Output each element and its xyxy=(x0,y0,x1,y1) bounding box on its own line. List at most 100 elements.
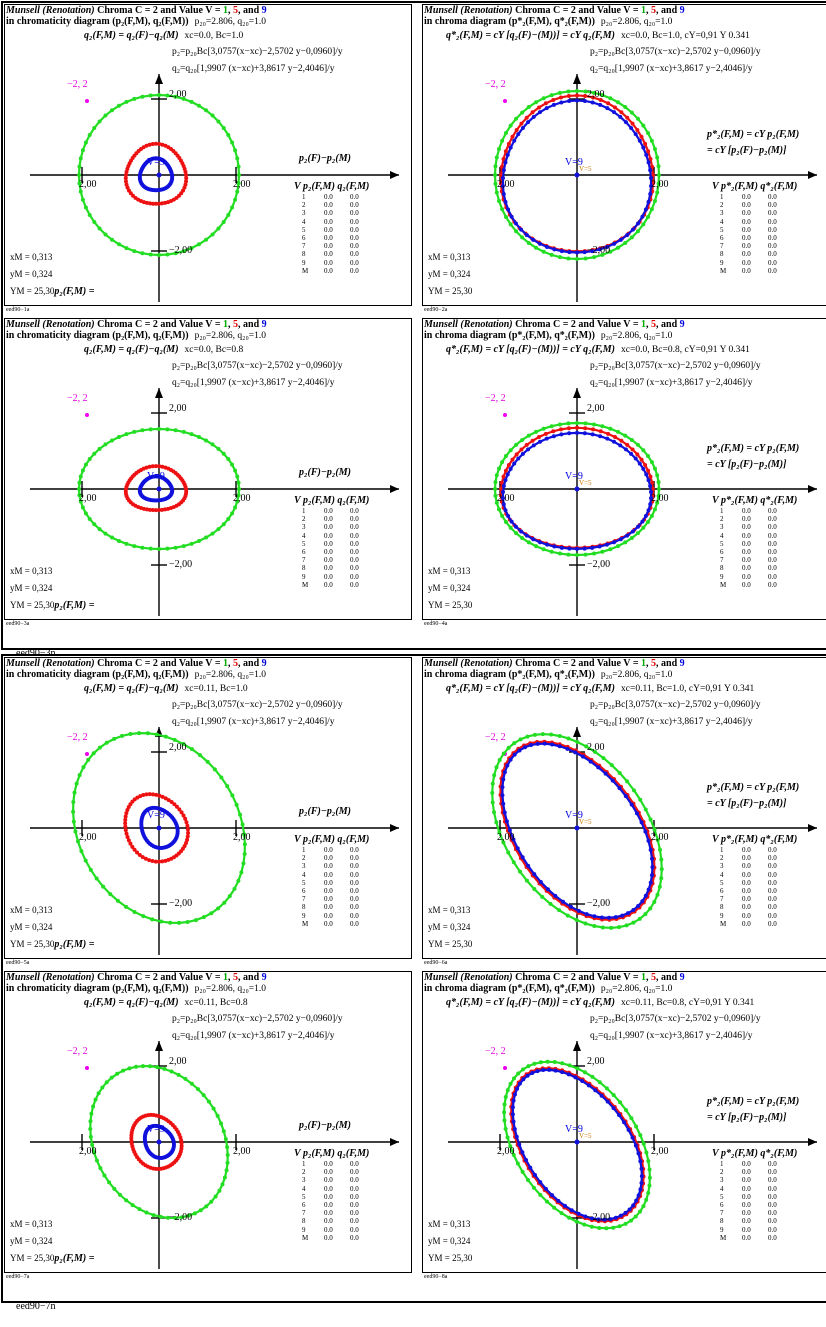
series-v9-point xyxy=(597,247,602,252)
series-v1-point xyxy=(233,197,238,202)
series-v9-point xyxy=(643,207,648,212)
series-v5-point xyxy=(154,201,158,206)
series-v9-point xyxy=(559,545,564,550)
magenta-label: −2, 2 xyxy=(485,393,506,404)
series-v9-point xyxy=(631,1203,636,1208)
series-v9-point xyxy=(625,233,630,238)
series-v5-point xyxy=(182,166,187,171)
series-v9-point xyxy=(646,508,651,513)
series-v1-point xyxy=(659,876,664,881)
series-v1-point xyxy=(216,527,221,532)
magenta-label: −2, 2 xyxy=(67,732,88,743)
series-v1-point xyxy=(559,1211,564,1216)
series-v1-point xyxy=(531,1185,536,1190)
series-v1-point xyxy=(103,113,108,118)
table-cell: 0.0 xyxy=(742,1233,751,1242)
table-cell: 0.0 xyxy=(324,507,333,515)
series-v9-point xyxy=(545,887,550,892)
series-v5-point xyxy=(124,169,129,174)
series-v1-point xyxy=(616,429,620,434)
series-v1-point xyxy=(230,205,235,210)
p2-equation: p₂=p₂₀Bc[3,0757(x−xc)−2,5702 y−0,0960]/y xyxy=(172,47,343,57)
subtitle-line: in chroma diagram (p*₂(F,M), q*₂(F,M)) p₂… xyxy=(424,16,672,27)
series-v9-point xyxy=(637,138,642,143)
series-v9-point xyxy=(596,765,601,770)
table-header: V p*₂(F,M) q*₂(F,M) xyxy=(712,181,798,192)
table-row: 3 0.0 0.0 xyxy=(294,523,376,531)
series-v9-point xyxy=(612,439,616,444)
series-v5-point xyxy=(147,142,152,147)
magenta-dot xyxy=(85,752,89,756)
series-v9-point xyxy=(592,914,597,919)
series-v1-point xyxy=(659,857,664,862)
Ym-text: YM = 25,30 xyxy=(428,286,473,296)
series-v9-point xyxy=(623,447,628,452)
table-cell: 0.0 xyxy=(768,572,777,581)
series-v1-point xyxy=(204,237,209,242)
table-row: 3 0.0 0.0 xyxy=(712,209,797,217)
series-v9-point xyxy=(643,514,648,519)
series-v5-point xyxy=(123,179,128,184)
series-v9-point xyxy=(567,431,572,436)
series-v9-point xyxy=(511,1119,516,1124)
xy-values: xM = 0,313 yM = 0,324 YM = 25,30 xyxy=(428,902,472,953)
series-v1-point xyxy=(124,904,129,909)
x-tick-label-neg: 2,00 xyxy=(497,832,515,843)
formula-text: q₂(F,M) = q₂(F)−q₂(M) xyxy=(84,997,179,1008)
table-row: 8 0.0 0.0 xyxy=(712,250,797,258)
table-header: V p*₂(F,M) q*₂(F,M) xyxy=(712,495,798,506)
table-row: 1 0.0 0.0 xyxy=(294,507,376,515)
series-v9-point xyxy=(618,537,623,542)
Ym-value: YM = 25,30 xyxy=(428,936,472,953)
table-cell: 0.0 xyxy=(768,895,777,904)
series-v1-point xyxy=(192,1211,197,1216)
y-tick-label-neg: −2,00 xyxy=(169,1212,193,1223)
value-table: V p₂(F,M) q₂(F,M) 1 0.0 0.0 2 0.0 0.0 3 0.0 0.0 4 0… xyxy=(294,1148,376,1242)
series-v5-point xyxy=(183,169,188,174)
panel-label: eed90−8a xyxy=(424,1274,448,1280)
table-row: 6 0.0 0.0 xyxy=(712,548,797,556)
series-v5-point xyxy=(141,793,146,798)
series-v1-point xyxy=(96,1091,101,1096)
table-cell: 0.0 xyxy=(324,1192,333,1201)
series-v9-point xyxy=(649,183,654,188)
series-v1-point xyxy=(195,1087,200,1092)
x-axis-arrow xyxy=(808,824,817,832)
series-v1-point xyxy=(566,736,571,741)
series-v1-point xyxy=(540,732,545,737)
series-v1-point xyxy=(226,133,231,137)
xm-value: xM = 0,313 xyxy=(10,252,53,262)
center-dot xyxy=(574,172,580,178)
series-v1-point xyxy=(165,427,170,432)
series-v9-point xyxy=(629,125,634,130)
table-cell: 3 xyxy=(302,523,306,532)
series-v1-point xyxy=(179,1215,184,1220)
table-row: 4 0.0 0.0 xyxy=(712,871,797,879)
series-v5-point xyxy=(154,464,158,469)
series-v5-point xyxy=(613,105,617,110)
series-v1-point xyxy=(172,737,177,742)
title-v5: 5 xyxy=(651,658,657,669)
y-axis-arrow xyxy=(155,74,163,84)
series-v5-point xyxy=(172,802,177,807)
series-v5-point xyxy=(186,830,191,835)
table-cell: 0.0 xyxy=(324,1225,333,1234)
series-v1-point xyxy=(646,520,651,524)
series-v9-point xyxy=(639,1180,644,1185)
series-v1-point xyxy=(136,731,141,736)
series-v1-point xyxy=(652,507,657,512)
series-v1-point xyxy=(137,1207,142,1212)
series-v1-point xyxy=(635,229,640,234)
series-v1-point xyxy=(557,908,562,913)
table-cell: 0.0 xyxy=(742,507,751,515)
series-v1-point xyxy=(211,1106,216,1111)
plot-area xyxy=(30,388,399,616)
series-v1-point xyxy=(575,1066,580,1071)
x-tick-label-neg: 2,00 xyxy=(497,179,515,190)
title-munsell: Munsell (Renotation) xyxy=(6,972,95,983)
Ym-value: YM = 25,30p₂(F,M) = xyxy=(10,597,94,614)
series-v1-point xyxy=(97,745,102,750)
table-cell: 7 xyxy=(720,1209,724,1218)
table-cell: 0.0 xyxy=(768,878,777,887)
title-comma: , xyxy=(228,658,234,669)
